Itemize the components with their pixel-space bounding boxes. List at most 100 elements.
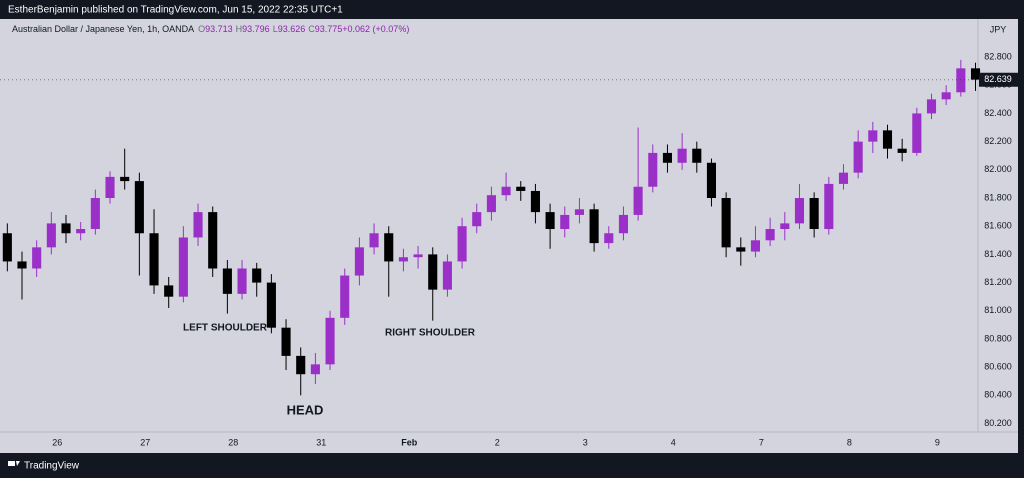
candle-body: [2, 233, 12, 262]
y-tick-label: 81.600: [984, 221, 1012, 231]
candle-body: [134, 181, 144, 234]
candle-body: [838, 172, 849, 184]
legend-key: O: [198, 24, 205, 34]
y-tick-label: 82.800: [984, 51, 1012, 61]
x-tick-label: Feb: [401, 437, 418, 447]
legend-key: L: [273, 24, 278, 34]
candle-body: [61, 223, 71, 234]
legend-key: H: [236, 24, 243, 34]
candle-body: [560, 214, 570, 230]
candle-body: [384, 233, 394, 262]
candle-body: [398, 257, 408, 262]
annotation: RIGHT SHOULDER: [385, 328, 476, 339]
candle-body: [970, 68, 981, 80]
x-tick-label: 26: [52, 437, 62, 447]
candle-body: [809, 198, 819, 230]
candle-body: [662, 152, 672, 163]
legend-value: 93.775: [315, 24, 343, 34]
candle-body: [780, 223, 790, 230]
candle-body: [692, 148, 702, 163]
candle-body: [325, 317, 335, 365]
logo-mark: [16, 461, 20, 466]
candle-body: [281, 327, 291, 356]
y-tick-label: 81.200: [984, 277, 1012, 287]
candle-body: [354, 247, 364, 276]
candle-body: [882, 130, 893, 149]
candle-body: [310, 364, 320, 375]
x-tick-label: 28: [228, 437, 238, 447]
currency: JPY: [990, 24, 1007, 34]
candle-body: [120, 176, 130, 182]
candle-body: [252, 268, 262, 283]
candle-body: [677, 148, 687, 163]
last-price-box: [979, 72, 1018, 87]
candle-body: [149, 233, 159, 286]
candle-body: [105, 176, 115, 199]
candle-body: [46, 223, 56, 248]
candle-body: [369, 233, 379, 248]
x-tick-label: 31: [316, 437, 326, 447]
candle-body: [457, 226, 467, 262]
legend-value: +0.062 (+0.07%): [342, 24, 409, 34]
candle-body: [530, 190, 540, 213]
legend: Australian Dollar / Japanese Yen, 1h, OA…: [12, 24, 409, 34]
candle-body: [897, 148, 907, 153]
brand: TradingView: [24, 461, 80, 472]
candle-body: [633, 186, 643, 215]
x-tick-label: 8: [847, 437, 852, 447]
x-tick-label: 9: [935, 437, 940, 447]
x-tick-label: 3: [583, 437, 588, 447]
x-tick-label: 2: [495, 437, 500, 447]
candle-body: [76, 229, 86, 234]
candle-body: [794, 198, 805, 224]
candle-body: [266, 282, 276, 328]
logo: TradingView: [8, 461, 80, 472]
candle-body: [545, 212, 555, 230]
candle-body: [208, 212, 218, 269]
candle-body: [296, 355, 306, 375]
candle-body: [736, 247, 746, 252]
candle-body: [868, 130, 878, 142]
header: EstherBenjamin published on TradingView.…: [8, 5, 343, 16]
candle-body: [486, 195, 496, 213]
y-tick-label: 82.200: [984, 136, 1012, 146]
candle-body: [428, 254, 438, 290]
legend-value: 93.626: [278, 24, 306, 34]
y-tick-label: 81.400: [984, 249, 1012, 259]
legend-value: 93.713: [205, 24, 233, 34]
candle-body: [853, 141, 863, 173]
candle-body: [824, 183, 834, 230]
y-tick-label: 81.800: [984, 192, 1012, 202]
candle-body: [956, 68, 966, 93]
y-tick-label: 82.000: [984, 164, 1012, 174]
candle-body: [17, 261, 27, 269]
candle-body: [413, 254, 423, 258]
candle-body: [178, 237, 188, 297]
logo-mark: [8, 461, 15, 466]
candle-body: [618, 214, 628, 234]
candle-body: [574, 209, 584, 215]
candle-body: [926, 99, 937, 114]
annotation: HEAD: [287, 402, 324, 417]
y-tick-label: 80.200: [984, 418, 1012, 428]
candle-body: [340, 275, 350, 318]
legend-value: 93.796: [242, 24, 270, 34]
candle-body: [912, 113, 922, 153]
y-tick-label: 80.600: [984, 362, 1012, 372]
candle-body: [222, 268, 232, 294]
candle-body: [193, 212, 203, 238]
last-price-label: 82.639: [984, 74, 1012, 84]
candle-body: [648, 152, 658, 187]
candle-body: [589, 209, 599, 244]
candle-body: [501, 186, 511, 196]
candle-body: [32, 247, 42, 269]
candle-body: [237, 268, 247, 294]
plot-bg: [0, 19, 1018, 453]
annotation: LEFT SHOULDER: [183, 323, 268, 334]
candle-body: [442, 261, 452, 290]
y-tick-label: 80.400: [984, 390, 1012, 400]
candle-body: [516, 186, 526, 191]
candle-body: [765, 229, 775, 241]
